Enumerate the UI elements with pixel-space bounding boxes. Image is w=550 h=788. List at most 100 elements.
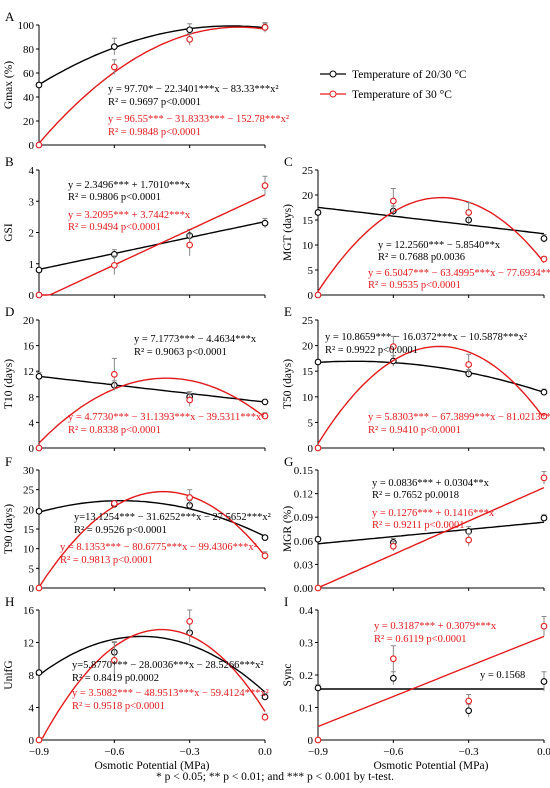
data-point-C-1 [540, 255, 548, 263]
data-point-H-0 [261, 693, 269, 701]
y-tick-label-C: 0 [308, 290, 314, 302]
y-axis-label-F: T90 (days) [3, 504, 15, 554]
data-point-C-1 [314, 291, 322, 299]
fit-line-C-1 [317, 196, 545, 292]
fit-line-F-0 [38, 500, 266, 538]
equation-D-3: R² = 0.8338 p<0.0001 [68, 425, 161, 436]
data-point-H-1 [261, 713, 269, 721]
fit-line-C-0 [317, 206, 545, 235]
y-tick-label-H: 16 [23, 605, 35, 617]
equation-A-0: y = 97.70* − 22.3401***x − 83.33***x² [108, 84, 279, 95]
panel-A: A 0 20 40 60 80 100 Gmax (%) y = 97.70* − 22.340… [3, 9, 289, 152]
legend-label-20-30: Temperature of 20/30 °C [352, 69, 467, 81]
panel-F: F 0 5 10 15 20 25 30 T90 (days) y=13.1254*** − 31… [3, 454, 271, 595]
panel-label-I: I [284, 594, 288, 609]
equation-F-3: R² = 0.9813 p<0.0001 [60, 555, 153, 566]
y-tick-label-H: 4 [29, 703, 35, 715]
y-tick-label-D: 16 [23, 341, 35, 353]
y-tick-label-G: 0.06 [294, 536, 314, 548]
equation-H-0: y=5.8770*** − 28.0036***x − 28.5266***x² [72, 660, 264, 671]
fit-line-D-1 [38, 377, 266, 444]
y-tick-label-I: 0 [308, 735, 314, 747]
x-tick-label-I: −0.9 [308, 746, 328, 758]
y-tick-label-F: 15 [23, 524, 35, 536]
data-point-H-1 [35, 736, 43, 744]
equation-G-3: R² = 0.9211 p<0.0001 [372, 520, 464, 531]
y-tick-label-H: 0 [29, 735, 35, 747]
data-point-G-1 [540, 474, 548, 482]
fit-line-E-0 [317, 360, 545, 394]
data-point-I-1 [540, 622, 548, 630]
data-point-I-1 [314, 736, 322, 744]
y-tick-label-G: 0.03 [294, 559, 314, 571]
data-point-C-1 [389, 197, 397, 205]
data-point-F-0 [35, 507, 43, 515]
y-axis-label-C: MGT (days) [282, 204, 294, 261]
data-point-F-1 [186, 494, 194, 501]
equation-C-1: R² = 0.7688 p0.0036 [378, 252, 465, 263]
equation-H-2: y = 3.5082*** − 48.9513***x − 59.4124***… [72, 688, 269, 699]
data-point-C-0 [540, 235, 548, 242]
equation-E-0: y = 10.8659*** − 16.0372***x − 10.5878**… [325, 332, 527, 343]
panel-H: H 0 4 8 12 16 −0.9 −0.6 −0.3 0.0 UnifG Osmotic Pote… [3, 594, 272, 772]
y-tick-label-E: 15 [302, 366, 314, 378]
data-point-A-0 [110, 43, 118, 50]
y-tick-label-I: 0.1 [299, 703, 313, 715]
y-tick-label-F: 10 [23, 544, 35, 556]
x-tick-label-H: −0.3 [180, 746, 200, 758]
equation-C-2: y = 6.5047*** − 63.4995***x − 77.6934***… [368, 268, 550, 279]
y-axis-label-H: UnifG [3, 660, 15, 689]
data-point-B-0 [35, 266, 43, 274]
data-point-F-0 [261, 534, 269, 542]
y-tick-label-D: 8 [29, 392, 35, 404]
y-tick-label-G: 0.09 [294, 512, 314, 524]
fit-line-D-0 [38, 375, 266, 403]
legend-marker-30 [329, 90, 337, 98]
panel-label-A: A [5, 9, 15, 24]
legend: Temperature of 20/30 °C Temperature of 3… [320, 69, 467, 101]
equation-B-3: R² = 0.9494 p<0.0001 [68, 222, 161, 233]
x-tick-label-H: −0.9 [29, 746, 49, 758]
data-point-I-0 [465, 707, 473, 715]
y-tick-label-B: 0 [29, 290, 35, 302]
data-point-G-1 [465, 536, 473, 544]
legend-entry-20-30: Temperature of 20/30 °C [320, 69, 467, 81]
data-point-A-1 [35, 141, 43, 149]
data-point-H-0 [35, 669, 43, 676]
equation-G-2: y = 0.1276*** + 0.1416***x [372, 508, 495, 519]
y-tick-label-B: 2 [29, 228, 35, 240]
data-point-F-1 [261, 552, 269, 560]
data-point-G-0 [314, 535, 322, 543]
footnote: * p < 0.05; ** p < 0.01; and *** p < 0.0… [156, 771, 394, 783]
data-point-G-1 [314, 584, 322, 592]
panel-label-H: H [5, 594, 14, 609]
equation-A-3: R² = 0.9848 p<0.0001 [108, 127, 201, 138]
data-point-D-1 [110, 371, 118, 378]
data-point-F-1 [110, 500, 118, 507]
y-axis-label-A: Gmax (%) [3, 61, 15, 109]
data-point-D-1 [186, 396, 194, 404]
y-tick-label-D: 20 [23, 315, 35, 327]
fit-line-H-1 [38, 628, 266, 741]
data-point-D-0 [35, 372, 43, 380]
equation-F-1: R² = 0.9526 p<0.0001 [74, 525, 167, 536]
y-axis-label-I: Sync [282, 664, 294, 687]
fit-line-A-0 [38, 25, 266, 86]
y-axis-label-B: GSI [3, 223, 15, 242]
data-point-A-0 [186, 26, 194, 34]
y-tick-label-C: 20 [302, 190, 314, 202]
y-axis-label-G: MGR (%) [282, 506, 294, 552]
equation-C-3: R² = 0.9535 p<0.0001 [368, 280, 461, 291]
panel-label-B: B [5, 154, 14, 169]
y-tick-label-D: 4 [29, 417, 35, 429]
y-tick-label-E: 25 [302, 315, 314, 327]
equation-F-0: y=13.1254*** − 31.6252***x − 27.5652***x… [74, 512, 271, 523]
y-tick-label-B: 1 [29, 259, 35, 271]
legend-entry-30: Temperature of 30 °C [320, 89, 452, 101]
equation-G-1: R² = 0.7652 p0.0018 [372, 490, 459, 501]
y-tick-label-C: 5 [308, 265, 314, 277]
equation-A-1: R² = 0.9697 p<0.0001 [108, 97, 201, 108]
y-tick-label-E: 10 [302, 392, 314, 404]
